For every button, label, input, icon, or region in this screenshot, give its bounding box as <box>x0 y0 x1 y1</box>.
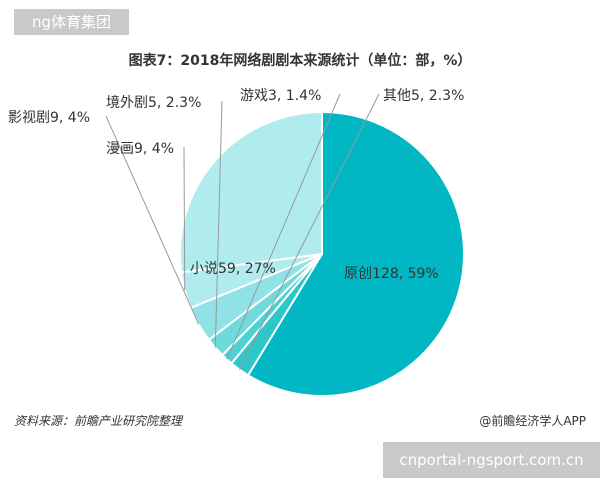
leader-line-境外剧 <box>214 100 223 348</box>
slice-label-漫画: 漫画9, 4% <box>106 141 174 157</box>
watermark-top: ng体育集团 <box>14 9 129 35</box>
pie-slice-小说 <box>179 110 323 274</box>
leader-line-漫画 <box>183 146 186 291</box>
leader-line-影视剧 <box>105 115 200 325</box>
credit-text: @前瞻经济学人APP <box>479 414 586 428</box>
slice-label-影视剧: 影视剧9, 4% <box>8 110 90 126</box>
slice-label-游戏: 游戏3, 1.4% <box>240 88 321 104</box>
pie-slice-原创 <box>246 110 465 397</box>
leader-line-其他 <box>239 93 380 370</box>
slice-label-原创: 原创128, 59% <box>344 266 439 282</box>
slice-label-小说: 小说59, 27% <box>190 261 276 277</box>
leader-line-游戏 <box>226 93 341 360</box>
slice-label-其他: 其他5, 2.3% <box>383 88 464 104</box>
source-note: 资料来源：前瞻产业研究院整理 <box>14 414 183 428</box>
watermark-bottom: cnportal-ngsport.com.cn <box>383 442 600 478</box>
slice-label-境外剧: 境外剧5, 2.3% <box>106 95 201 111</box>
chart-title: 图表7：2018年网络剧剧本来源统计（单位：部，%） <box>128 53 472 69</box>
